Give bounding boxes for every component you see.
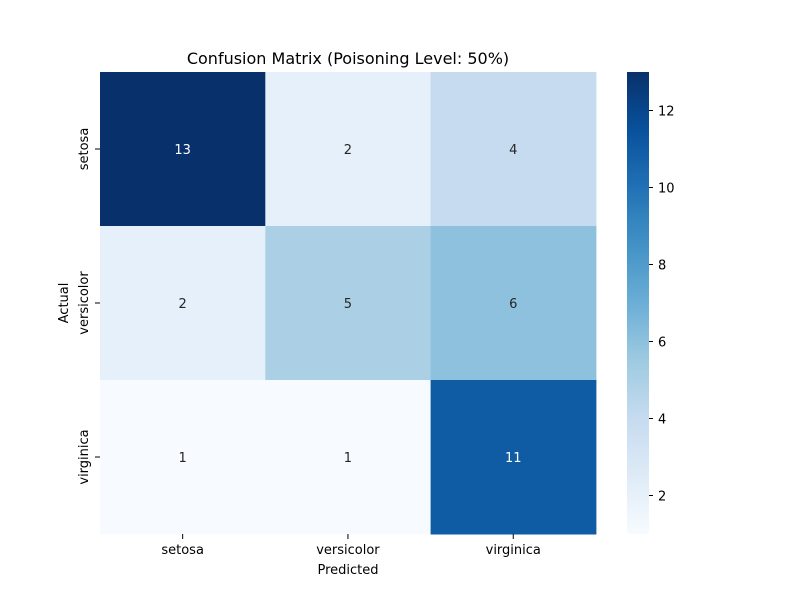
heatmap-cell <box>100 72 266 227</box>
heatmap-cells: 13 2 42 5 61 1 11 <box>100 72 597 535</box>
cell-value-label: 1 <box>344 451 352 466</box>
colorbar-tick-label: 8 <box>658 259 666 274</box>
cell-value-label: 6 <box>509 297 517 312</box>
heatmap-cell <box>100 380 266 535</box>
cell-value-label: 1 <box>179 451 187 466</box>
x-tick-label: virginica <box>486 543 541 558</box>
heatmap-cell <box>100 226 266 381</box>
heatmap-cell <box>430 380 597 535</box>
colorbar-tick-label: 6 <box>658 336 666 351</box>
y-axis: setosa versicolor virginica <box>77 128 100 485</box>
colorbar <box>627 72 649 534</box>
y-tick-label: setosa <box>77 128 92 171</box>
heatmap-cell <box>265 72 432 227</box>
colorbar-tick-label: 10 <box>658 182 675 197</box>
x-tick-label: setosa <box>161 543 204 558</box>
heatmap-cell <box>265 380 432 535</box>
heatmap-cell <box>430 72 597 227</box>
cell-value-label: 13 <box>174 143 191 158</box>
heatmap-cell <box>265 226 432 381</box>
cell-value-label: 11 <box>505 451 522 466</box>
cell-value-label: 2 <box>344 143 352 158</box>
cell-value-label: 5 <box>344 297 352 312</box>
colorbar-tick-label: 4 <box>658 413 666 428</box>
y-tick-label: versicolor <box>77 271 92 335</box>
x-axis: setosa versicolor virginica <box>161 534 541 558</box>
chart-title: Confusion Matrix (Poisoning Level: 50%) <box>187 49 509 68</box>
cell-value-label: 4 <box>509 143 517 158</box>
colorbar-tick-label: 12 <box>658 105 675 120</box>
cell-value-label: 2 <box>179 297 187 312</box>
y-axis-label: Actual <box>57 283 72 324</box>
colorbar-tick-label: 2 <box>658 490 666 505</box>
x-tick-label: versicolor <box>316 543 380 558</box>
heatmap-cell <box>430 226 597 381</box>
x-axis-label: Predicted <box>317 563 378 578</box>
y-tick-label: virginica <box>77 429 92 484</box>
colorbar-ticks: 2 4 6 8 10 12 <box>649 105 675 505</box>
